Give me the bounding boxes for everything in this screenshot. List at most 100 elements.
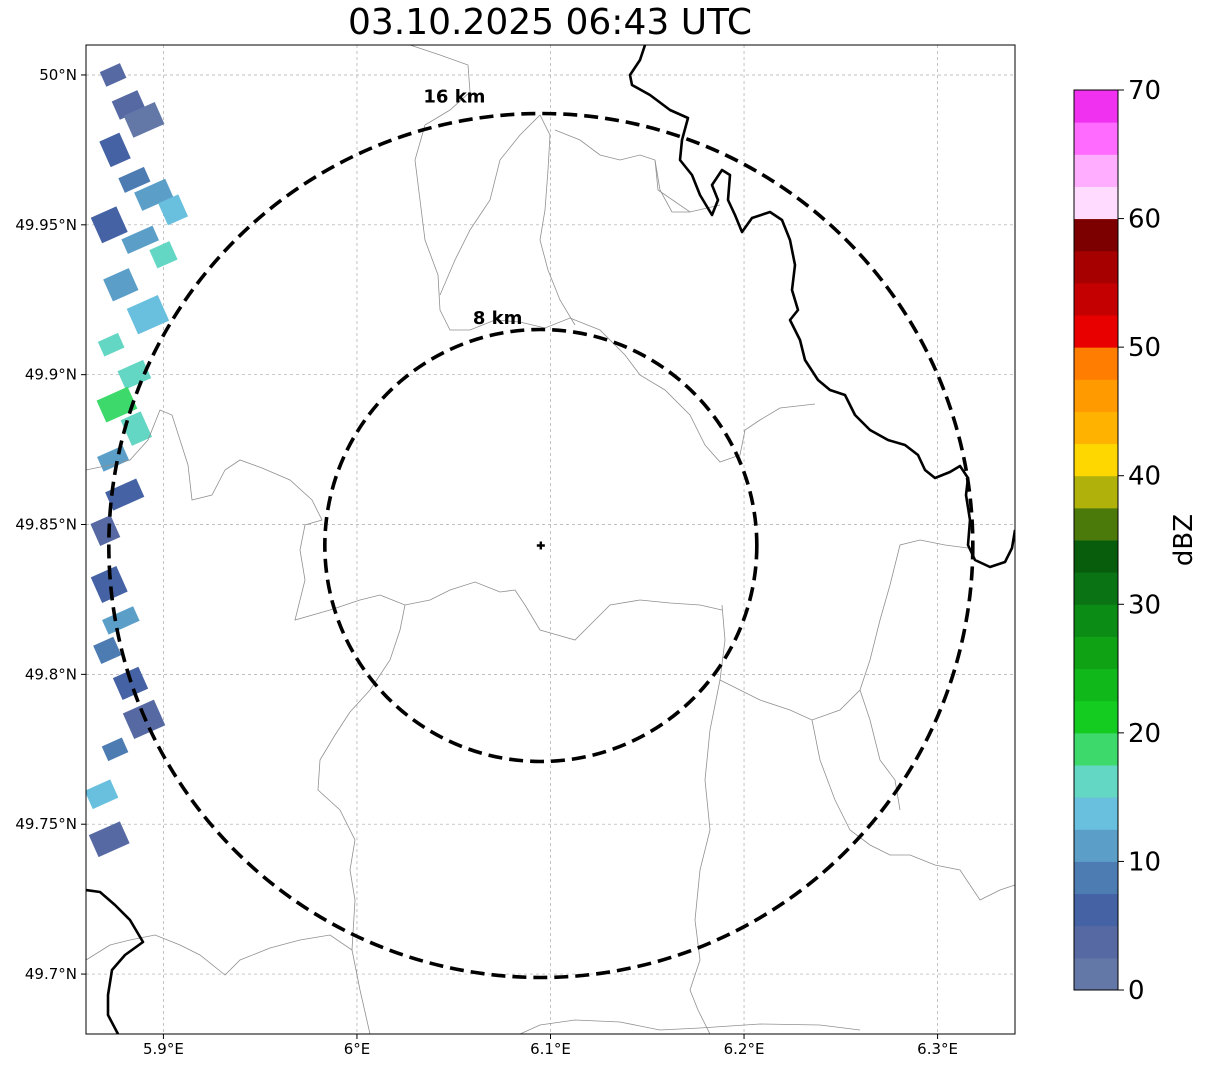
border-line — [409, 45, 816, 463]
colorbar-tick-label: 60 — [1128, 205, 1161, 235]
range-rings: 8 km 16 km — [107, 87, 975, 980]
river-lines — [86, 45, 1015, 1034]
map-title: 03.10.2025 06:43 UTC — [347, 2, 753, 43]
colorbar-segment — [1074, 122, 1118, 155]
y-tick-label: 49.85°N — [15, 516, 77, 534]
colorbar-segment — [1074, 443, 1118, 477]
reflectivity-cell — [97, 445, 130, 472]
colorbar-segment — [1074, 379, 1118, 412]
colorbar-segment — [1074, 572, 1118, 605]
reflectivity-cell — [101, 737, 129, 762]
reflectivity-cell — [97, 332, 125, 357]
colorbar-segment — [1074, 250, 1118, 284]
colorbar-segment — [1074, 540, 1118, 573]
reflectivity-cell — [134, 178, 174, 211]
river-line — [86, 888, 145, 1034]
colorbar-segment — [1074, 861, 1118, 895]
y-tick-label: 49.95°N — [15, 216, 77, 234]
colorbar-tick-label: 50 — [1128, 333, 1161, 363]
reflectivity-cell — [86, 779, 119, 810]
border-line — [539, 114, 576, 326]
y-tick-label: 49.8°N — [25, 665, 77, 683]
range-ring-label: 8 km — [473, 308, 523, 329]
reflectivity-cell — [88, 821, 130, 858]
colorbar-segment — [1074, 186, 1118, 220]
colorbar-segment — [1074, 765, 1118, 798]
colorbar-tick-label: 10 — [1128, 847, 1161, 877]
colorbar-segment — [1074, 957, 1118, 991]
colorbar-segment — [1074, 925, 1118, 959]
colorbar-segment — [1074, 282, 1118, 316]
colorbar-segment — [1074, 604, 1118, 637]
border-line — [439, 114, 541, 296]
reflectivity-cell — [99, 63, 127, 87]
colorbar-tick-label: 70 — [1128, 76, 1161, 106]
colorbar-segment — [1074, 893, 1118, 927]
reflectivity-cell — [117, 359, 152, 390]
x-tick-label: 6.2°E — [724, 1040, 765, 1058]
border-line — [719, 539, 969, 721]
radar-site-marker — [536, 541, 545, 550]
reflectivity-cell — [105, 478, 145, 511]
border-line — [689, 604, 726, 1034]
border-lines — [86, 45, 1015, 1034]
colorbar: 0 10 20 30 40 50 60 70 dBZ — [1073, 76, 1199, 1006]
reflectivity-cell — [118, 166, 151, 193]
colorbar-segment — [1074, 218, 1118, 252]
range-ring-label: 16 km — [423, 87, 485, 108]
reflectivity-cell — [121, 225, 159, 255]
colorbar-segment — [1074, 347, 1118, 380]
reflectivity-cell — [149, 241, 178, 269]
border-line — [86, 409, 723, 641]
colorbar-segment — [1074, 797, 1118, 830]
reflectivity-cell — [102, 606, 140, 635]
x-tick-label: 6°E — [344, 1040, 371, 1058]
x-tick-label: 6.3°E — [917, 1040, 958, 1058]
border-line — [554, 129, 690, 213]
reflectivity-cell — [96, 386, 138, 423]
border-line — [519, 1019, 861, 1034]
x-tick-label: 6.1°E — [530, 1040, 571, 1058]
axis-ticks: 5.9°E 6°E 6.1°E 6.2°E 6.3°E 50°N 49.95°N 49.9°N… — [15, 66, 958, 1058]
range-ring — [107, 111, 975, 980]
river-line — [628, 45, 1015, 569]
border-line — [811, 719, 1015, 901]
y-tick-label: 49.7°N — [25, 965, 77, 983]
colorbar-segment — [1074, 90, 1118, 123]
reflectivity-cell — [90, 515, 121, 546]
colorbar-segment — [1074, 732, 1118, 766]
reflectivity-cell — [120, 411, 153, 446]
reflectivity-cell — [123, 102, 165, 138]
colorbar-segment — [1074, 700, 1118, 734]
reflectivity-cell — [158, 194, 189, 226]
reflectivity-cell — [93, 636, 122, 664]
y-tick-label: 49.75°N — [15, 815, 77, 833]
range-ring — [323, 327, 759, 764]
y-tick-label: 49.9°N — [25, 366, 77, 384]
colorbar-tick-label: 0 — [1128, 976, 1145, 1006]
border-line — [654, 159, 721, 213]
reflectivity-echoes — [86, 63, 189, 858]
colorbar-frame — [1073, 89, 1119, 991]
colorbar-tick-label: 40 — [1128, 462, 1161, 492]
border-line — [86, 934, 353, 976]
colorbar-label: dBZ — [1169, 514, 1199, 566]
colorbar-segment — [1074, 636, 1118, 670]
reflectivity-cell — [111, 90, 146, 120]
colorbar-segment — [1074, 154, 1118, 187]
colorbar-segment — [1074, 411, 1118, 445]
x-tick-label: 5.9°E — [143, 1040, 184, 1058]
gridlines — [86, 45, 1015, 1034]
colorbar-tick-label: 30 — [1128, 590, 1161, 620]
colorbar-segment — [1074, 507, 1118, 541]
colorbar-tick-label: 20 — [1128, 719, 1161, 749]
reflectivity-cell — [103, 268, 139, 302]
colorbar-segment — [1074, 829, 1118, 862]
reflectivity-cell — [90, 565, 128, 603]
reflectivity-cell — [126, 295, 170, 335]
border-line — [317, 604, 406, 1034]
colorbar-segment — [1074, 315, 1118, 348]
reflectivity-cell — [90, 206, 128, 244]
reflectivity-cell — [112, 666, 149, 701]
